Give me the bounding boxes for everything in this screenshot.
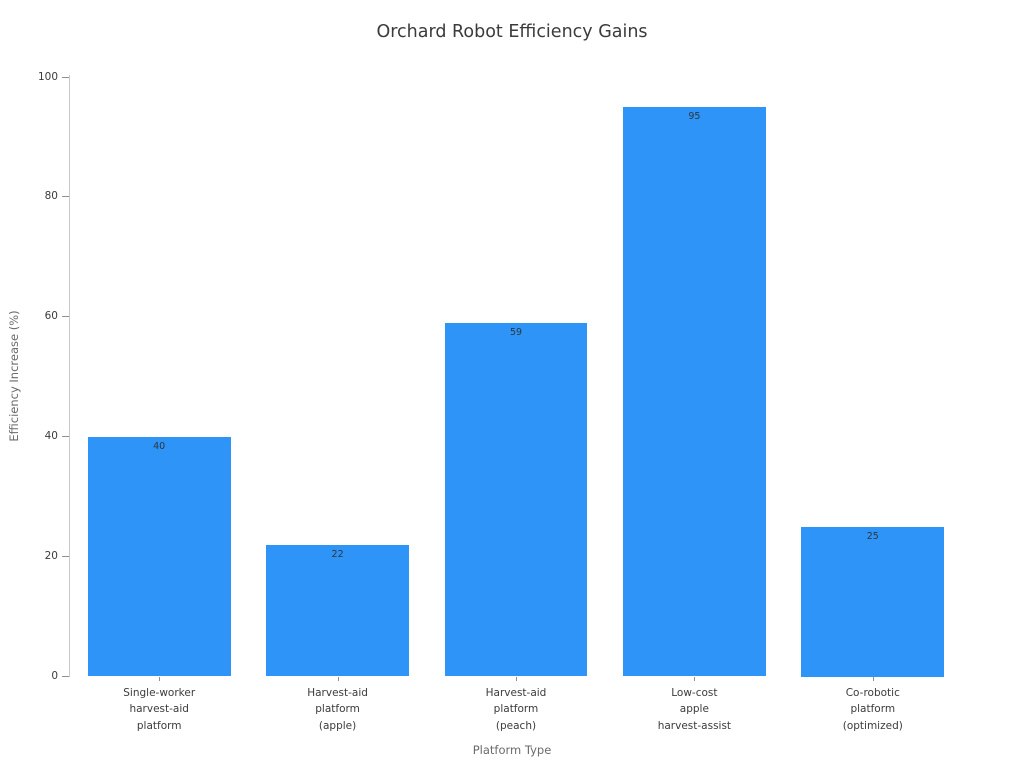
x-tick-label: Harvest-aid platform (peach) [485, 686, 547, 732]
y-tick-label: 80 [44, 190, 58, 203]
x-tick-label: Co-robotic platform (optimized) [842, 686, 903, 732]
y-tick-mark [62, 76, 69, 78]
y-tick-mark [62, 196, 69, 198]
bar-value-label: 59 [509, 326, 523, 338]
y-tick-label: 0 [51, 670, 58, 682]
y-tick-mark [62, 316, 69, 318]
x-tick-label: Harvest-aid platform (apple) [307, 686, 368, 732]
y-axis-title: Efficiency Increase (%) [7, 310, 21, 442]
bar-value-label: 22 [331, 548, 344, 560]
y-tick-label: 100 [37, 70, 58, 83]
bar-value-label: 40 [153, 440, 166, 452]
chart-title: Orchard Robot Efficiency Gains [376, 22, 648, 42]
x-tick-label: Low-cost apple harvest-assist [657, 686, 732, 732]
x-tick-mark [516, 677, 517, 681]
bar [444, 322, 588, 677]
x-tick-mark [694, 677, 696, 681]
x-tick-label: Single-worker harvest-aid platform [123, 686, 196, 732]
x-tick-mark [872, 677, 874, 681]
bar [801, 526, 945, 677]
bar-value-label: 95 [688, 110, 701, 122]
bar [87, 436, 231, 677]
y-tick-mark [62, 556, 69, 558]
y-tick-label: 40 [44, 430, 58, 443]
y-tick-mark [62, 676, 69, 677]
y-tick-label: 60 [44, 310, 58, 323]
bar-value-label: 25 [866, 530, 879, 542]
y-axis-spine [69, 75, 70, 677]
bar [623, 106, 766, 677]
y-tick-mark [62, 436, 69, 438]
x-tick-mark [337, 677, 339, 681]
bar [266, 544, 409, 677]
x-tick-mark [159, 677, 161, 681]
x-axis-title: Platform Type [472, 743, 552, 757]
y-tick-label: 20 [44, 550, 58, 563]
